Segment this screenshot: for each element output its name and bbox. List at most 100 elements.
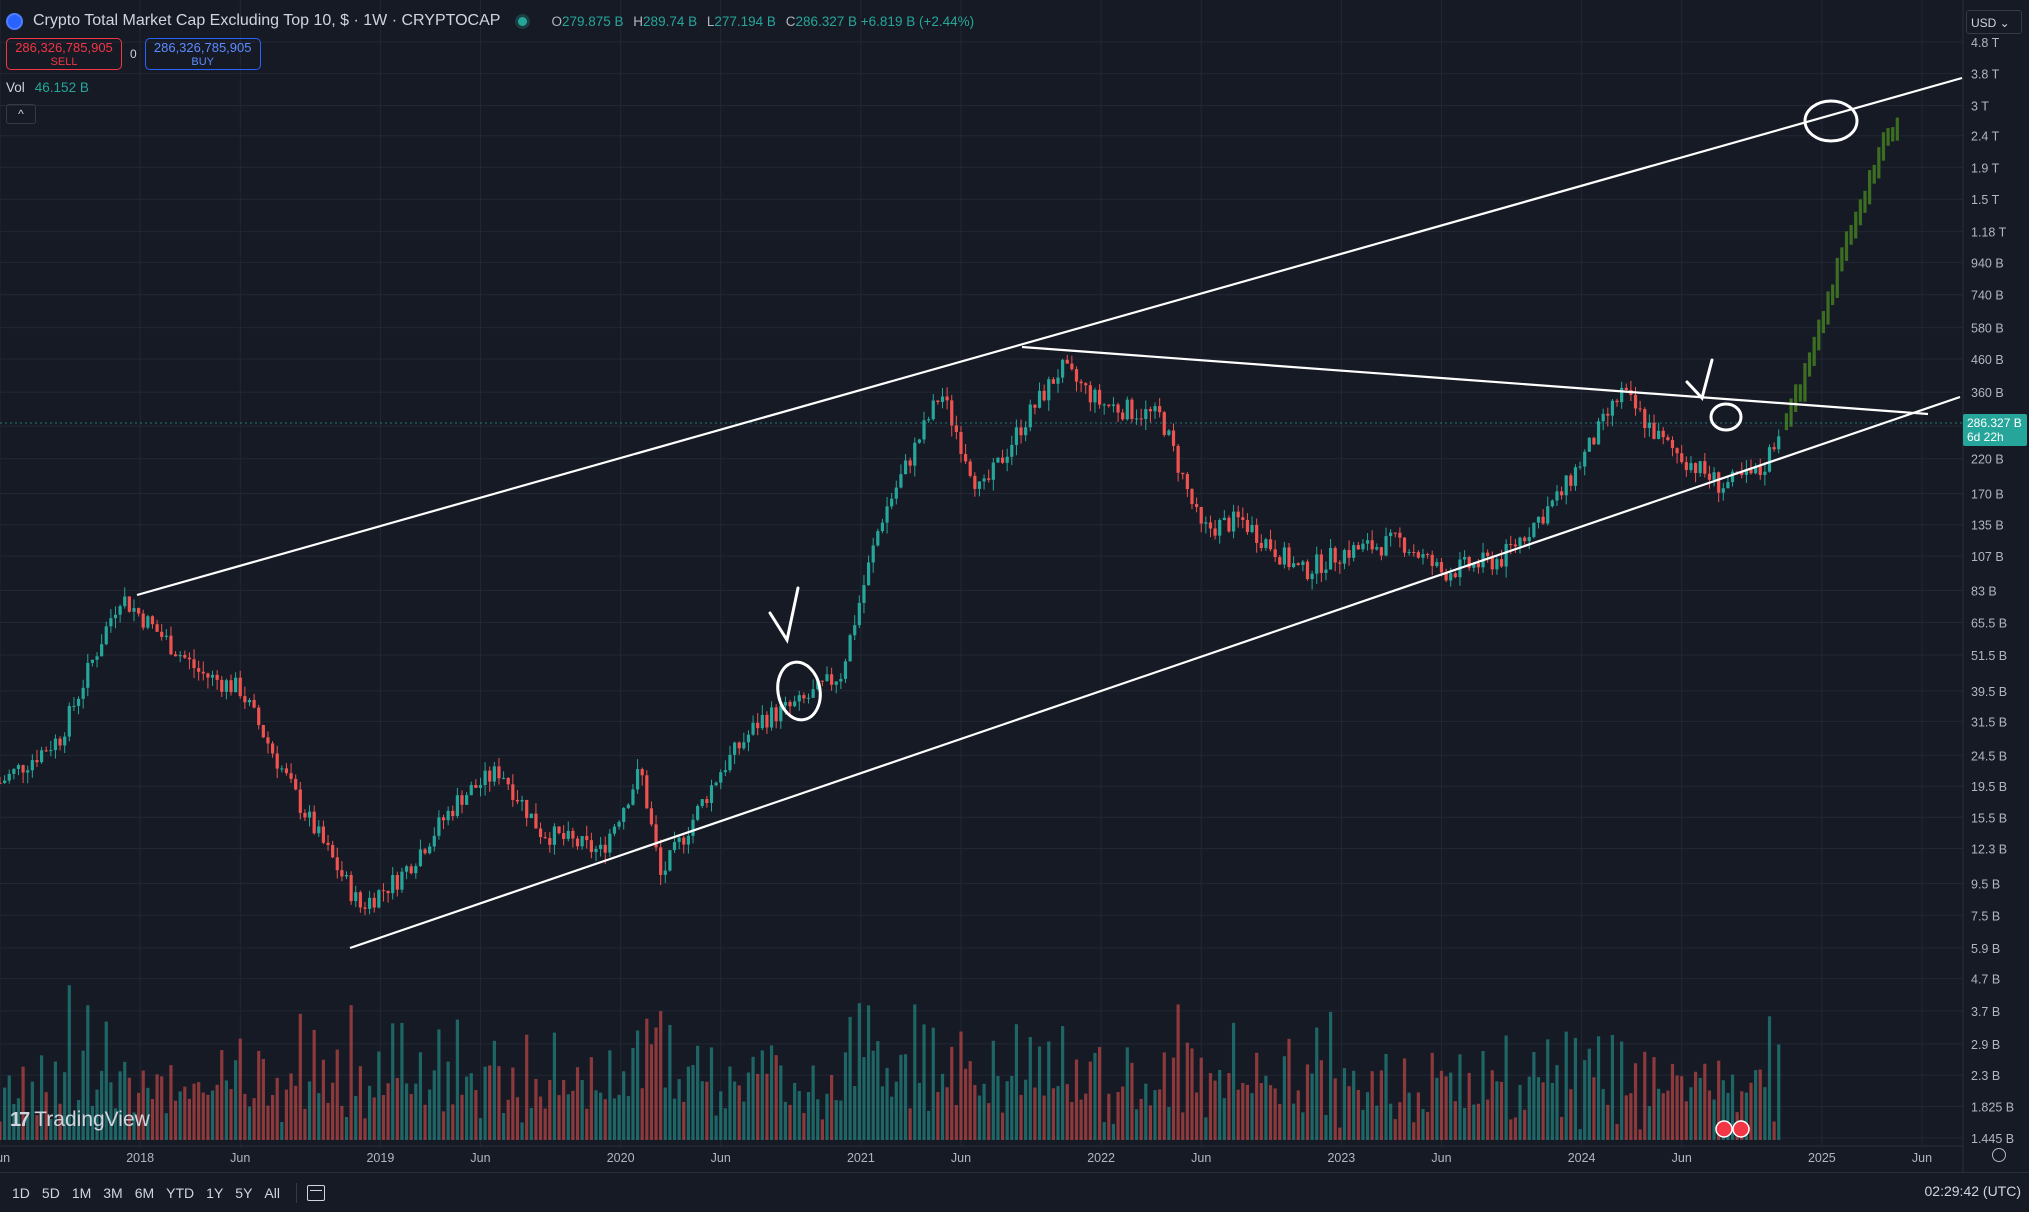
candle-body	[187, 657, 192, 660]
volume-bar	[372, 1097, 376, 1140]
volume-bar	[173, 1100, 178, 1140]
buy-button[interactable]: 286,326,785,905 BUY	[144, 38, 261, 70]
candle-body	[1536, 516, 1541, 523]
volume-bar	[520, 1122, 524, 1140]
candle-body	[1541, 516, 1545, 524]
volume-bar	[1578, 1129, 1582, 1140]
candle-body	[515, 799, 520, 802]
chart-header: Crypto Total Market Cap Excluding Top 10…	[6, 12, 974, 30]
sell-button[interactable]: 286,326,785,905 SELL	[6, 38, 122, 70]
candle-body	[1499, 559, 1504, 567]
candle-body	[1213, 528, 1217, 536]
volume-bar	[1079, 1099, 1083, 1140]
range-1d[interactable]: 1D	[12, 1184, 30, 1201]
candle-body	[700, 799, 704, 806]
volume-bar	[1148, 1105, 1153, 1140]
projection-bar	[1784, 413, 1789, 431]
volume-bar	[746, 1072, 751, 1140]
volume-bar	[252, 1098, 256, 1140]
candle-body	[252, 699, 256, 708]
volume-bar	[169, 1065, 173, 1140]
candle-body	[1241, 517, 1245, 520]
candle-body	[243, 696, 247, 703]
y-tick-label: 1.445 B	[1971, 1132, 2014, 1146]
y-tick-label: 39.5 B	[1971, 685, 2007, 699]
volume-bar	[1758, 1069, 1762, 1140]
volume-bar	[534, 1078, 538, 1140]
candle-body	[289, 773, 293, 779]
volume-bar	[1532, 1052, 1536, 1140]
candle-body	[1328, 547, 1333, 570]
volume-bar	[1047, 1041, 1051, 1140]
y-tick-label: 1.5 T	[1971, 193, 2000, 207]
volume-bar	[1278, 1103, 1282, 1140]
range-6m[interactable]: 6M	[134, 1184, 155, 1201]
volume-bar	[1236, 1089, 1240, 1140]
volume-bar	[1601, 1088, 1605, 1140]
volume-bar	[49, 1118, 53, 1140]
range-ytd[interactable]: YTD	[166, 1184, 195, 1201]
candle-body	[1569, 475, 1573, 486]
range-1y[interactable]: 1Y	[206, 1184, 224, 1201]
volume-bar	[760, 1050, 764, 1140]
candle-body	[737, 742, 741, 749]
settings-icon[interactable]	[1992, 1148, 2006, 1162]
volume-bar	[830, 1074, 834, 1140]
volume-bar	[774, 1055, 778, 1140]
volume-bar	[1014, 1024, 1019, 1140]
utc-clock[interactable]: 02:29:42 (UTC)	[1924, 1183, 2021, 1199]
collapse-legend-button[interactable]: ^	[6, 104, 36, 124]
candle-body	[1453, 573, 1457, 578]
candle-body	[1472, 563, 1476, 568]
candle-body	[1005, 456, 1009, 463]
y-tick-label: 31.5 B	[1971, 715, 2007, 729]
volume-bar	[391, 1023, 395, 1140]
volume-bar	[1176, 1004, 1180, 1140]
candle-body	[1199, 507, 1203, 524]
range-all[interactable]: All	[264, 1184, 280, 1201]
projection-bar	[1867, 170, 1872, 205]
range-1m[interactable]: 1M	[71, 1184, 92, 1201]
volume-bar	[839, 1100, 843, 1140]
candle-body	[90, 659, 95, 663]
y-tick-label: 51.5 B	[1971, 649, 2007, 663]
volume-bar	[1536, 1077, 1541, 1140]
candle-body	[284, 768, 289, 774]
projection-bar	[1789, 398, 1793, 427]
candle-body	[428, 846, 432, 854]
chart-title[interactable]: Crypto Total Market Cap Excluding Top 10…	[33, 12, 501, 29]
range-5y[interactable]: 5Y	[235, 1184, 253, 1201]
volume-bar	[1666, 1090, 1670, 1140]
candle-body	[1726, 482, 1730, 489]
candle-body	[95, 656, 99, 660]
volume-bar	[137, 1092, 141, 1140]
candle-body	[400, 871, 404, 890]
candle-body	[303, 812, 307, 818]
volume-bar	[622, 1071, 626, 1140]
x-tick-label: 2024	[1568, 1151, 1596, 1165]
candle-body	[1744, 469, 1748, 475]
candle-body	[206, 673, 210, 678]
date-range-calendar-icon[interactable]	[306, 1184, 325, 1201]
volume-bar	[1504, 1035, 1508, 1140]
candle-body	[1204, 522, 1208, 524]
volume-bar	[862, 1057, 866, 1140]
candle-body	[423, 849, 427, 854]
volume-bar	[1513, 1117, 1517, 1140]
volume-bar	[617, 1094, 621, 1140]
range-5d[interactable]: 5D	[41, 1184, 60, 1201]
volume-bar	[1421, 1109, 1425, 1140]
candle-body	[1717, 472, 1721, 493]
x-tick-label: 2021	[847, 1151, 875, 1165]
range-3m[interactable]: 3M	[103, 1184, 123, 1201]
candle-body	[275, 753, 279, 769]
candle-body	[1439, 562, 1444, 573]
volume-bar	[1647, 1106, 1651, 1140]
volume-bar	[409, 1094, 413, 1140]
candle-body	[599, 844, 603, 849]
candle-body	[1121, 412, 1125, 420]
candle-body	[1606, 413, 1610, 416]
currency-select[interactable]: USD ⌄	[1966, 10, 2022, 34]
volume-bar	[529, 1108, 533, 1140]
